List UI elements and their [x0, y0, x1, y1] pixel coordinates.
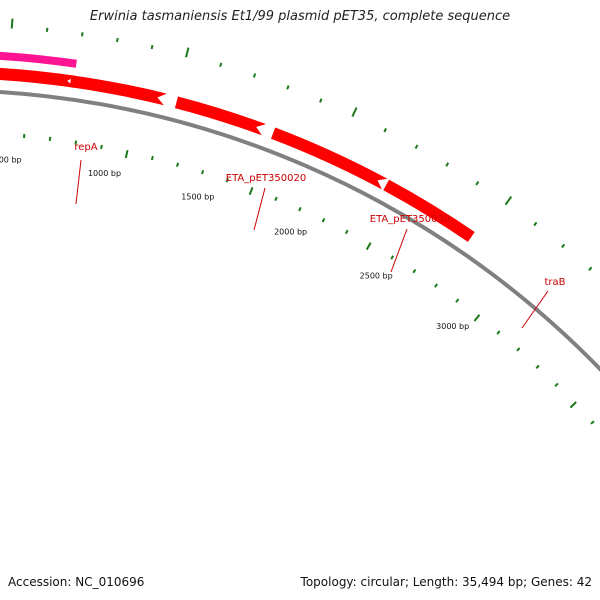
outer-tick: [150, 44, 154, 50]
inner-tick: [100, 144, 103, 150]
gene-leader-line: [253, 187, 266, 231]
inner-tick: [176, 162, 180, 167]
outer-tick: [445, 162, 450, 167]
tick-label: 2500 bp: [360, 272, 393, 281]
backbone-arc: [0, 90, 600, 372]
gene-label-leaders: [75, 159, 549, 329]
inner-tick: [74, 140, 78, 145]
outer-tick: [286, 85, 290, 90]
inner-tick: [496, 330, 501, 335]
outer-tick: [504, 196, 513, 206]
inner-tick: [201, 169, 205, 175]
inner-tick: [569, 401, 577, 409]
outer-tick: [588, 266, 593, 271]
tick-label: 2000 bp: [274, 228, 307, 237]
inner-tick-ring: [23, 134, 595, 425]
inner-tick: [554, 382, 559, 387]
inner-tick: [535, 364, 540, 369]
tick-label: 3000 bp: [436, 322, 469, 331]
gene-arrow: [174, 96, 266, 136]
gene-label: ETA_pET350020: [226, 173, 306, 184]
gene-label: traB: [544, 277, 565, 288]
inner-tick: [434, 283, 439, 288]
outer-tick: [319, 98, 323, 103]
tick-label: 1000 bp: [88, 169, 121, 178]
outer-tick: [414, 144, 419, 149]
gene-label: ETA_pET350030: [370, 214, 450, 225]
tick-label: 1500 bp: [181, 192, 214, 201]
inner-tick: [321, 217, 326, 223]
tick-labels: 500 bp 1000 bp 1500 bp 2000 bp 2500 bp 3000 b…: [0, 156, 469, 331]
gene-arrow: [271, 127, 388, 190]
gene-arrow: [0, 67, 77, 88]
inner-tick: [124, 149, 129, 159]
inner-tick: [48, 136, 52, 142]
inner-tick: [390, 255, 395, 260]
inner-tick: [344, 229, 349, 235]
inner-tick: [298, 206, 302, 212]
outer-tick: [10, 18, 14, 29]
outer-tick: [561, 243, 566, 249]
outer-tick: [252, 73, 257, 78]
outer-tick: [533, 221, 538, 227]
outer-tick: [81, 32, 84, 37]
inner-tick: [248, 187, 254, 196]
outer-tick: [116, 37, 119, 43]
inner-tick: [274, 196, 278, 202]
outer-tick: [351, 107, 358, 118]
outer-tick: [185, 47, 190, 58]
inner-tick: [455, 298, 460, 303]
outer-tick: [475, 181, 480, 186]
inner-tick: [365, 242, 372, 251]
topology-label: Topology: circular; Length: 35,494 bp; G…: [300, 575, 592, 589]
tick-label: 500 bp: [0, 156, 22, 165]
gene-highlight-band: [0, 51, 77, 68]
gene-track: [0, 51, 475, 242]
gene-labels: repA ETA_pET350020 ETA_pET350030 traB: [74, 142, 565, 288]
accession-label: Accession: NC_010696: [8, 575, 145, 589]
inner-tick: [225, 178, 229, 183]
outer-tick-ring: [10, 18, 593, 271]
inner-tick: [516, 347, 521, 352]
map-title: Erwinia tasmaniensis Et1/99 plasmid pET3…: [89, 9, 511, 24]
gene-label: repA: [74, 142, 97, 153]
gene-leader-line: [521, 290, 549, 329]
inner-tick: [473, 314, 481, 322]
inner-tick: [590, 420, 595, 425]
gene-arrow: [383, 179, 475, 242]
inner-tick: [150, 155, 154, 161]
gene-leader-line: [390, 228, 408, 273]
outer-tick: [383, 127, 387, 133]
gene-leader-line: [75, 159, 82, 205]
inner-tick: [412, 268, 417, 274]
gene-arrow: [69, 75, 167, 106]
outer-tick: [219, 62, 223, 68]
